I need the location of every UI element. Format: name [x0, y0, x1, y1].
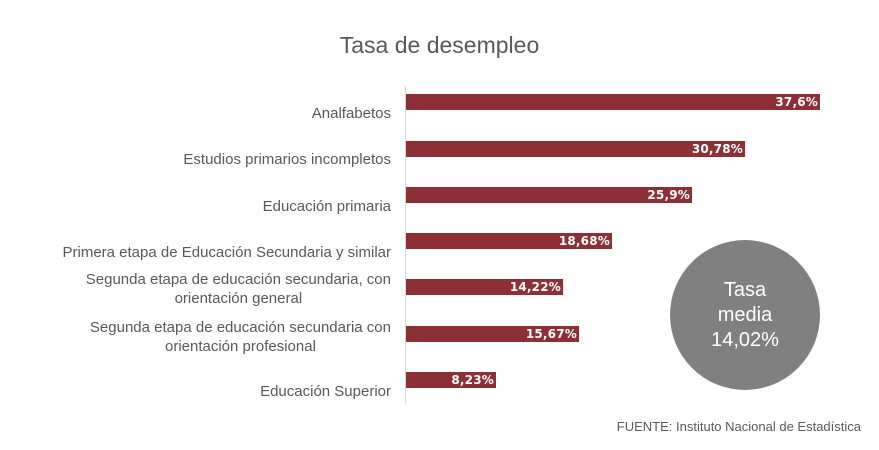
- category-label-line1: Segunda etapa de educación secundaria, c…: [85, 271, 391, 288]
- source-note: FUENTE: Instituto Nacional de Estadístic…: [616, 419, 861, 434]
- bar-educacion-primaria: 25,9%: [406, 187, 692, 203]
- category-label-educacion-primaria: Educación primaria: [263, 197, 391, 216]
- bar-segunda-etapa-profesional: 15,67%: [406, 326, 579, 342]
- mean-value: 14,02%: [711, 328, 779, 351]
- y-axis-line: [405, 86, 406, 404]
- category-label-text: Primera etapa de Educación Secundaria y …: [62, 244, 392, 261]
- category-label-text: Estudios primarios incompletos: [183, 151, 391, 168]
- bar-value-label: 25,9%: [647, 188, 690, 202]
- bar-value-label: 14,22%: [509, 280, 561, 294]
- chart-title: Tasa de desempleo: [339, 32, 540, 58]
- mean-label-line2: media: [717, 303, 773, 326]
- category-label-primarios-incompletos: Estudios primarios incompletos: [183, 150, 391, 169]
- bar-educacion-superior: 8,23%: [406, 372, 496, 388]
- category-label-line1: Segunda etapa de educación secundaria co…: [89, 319, 391, 336]
- bar-value-label: 15,67%: [525, 327, 577, 341]
- bar-analfabetos: 37,6%: [406, 94, 820, 110]
- category-label-text: Educación primaria: [262, 198, 391, 215]
- bar-value-label: 8,23%: [451, 373, 494, 387]
- category-label-line2: orientación profesional: [164, 338, 316, 355]
- bar-segunda-etapa-general: 14,22%: [406, 279, 563, 295]
- category-label-analfabetos: Analfabetos: [312, 104, 391, 123]
- category-label-segunda-etapa-general: Segunda etapa de educación secundaria, c…: [86, 270, 391, 308]
- bar-primarios-incompletos: 30,78%: [406, 141, 745, 157]
- bar-value-label: 37,6%: [775, 95, 818, 109]
- category-label-text: Analfabetos: [311, 105, 391, 122]
- bar-value-label: 30,78%: [691, 142, 743, 156]
- category-label-primera-etapa-secundaria: Primera etapa de Educación Secundaria y …: [63, 243, 392, 262]
- category-label-line2: orientación general: [174, 290, 303, 307]
- category-label-segunda-etapa-profesional: Segunda etapa de educación secundaria co…: [90, 318, 391, 356]
- mean-rate-circle: Tasa media 14,02%: [670, 240, 820, 390]
- mean-label-line1: Tasa: [723, 278, 767, 301]
- bar-primera-etapa-secundaria: 18,68%: [406, 233, 612, 249]
- category-label-educacion-superior: Educación Superior: [260, 382, 391, 401]
- category-label-text: Educación Superior: [260, 383, 391, 400]
- bar-value-label: 18,68%: [558, 234, 610, 248]
